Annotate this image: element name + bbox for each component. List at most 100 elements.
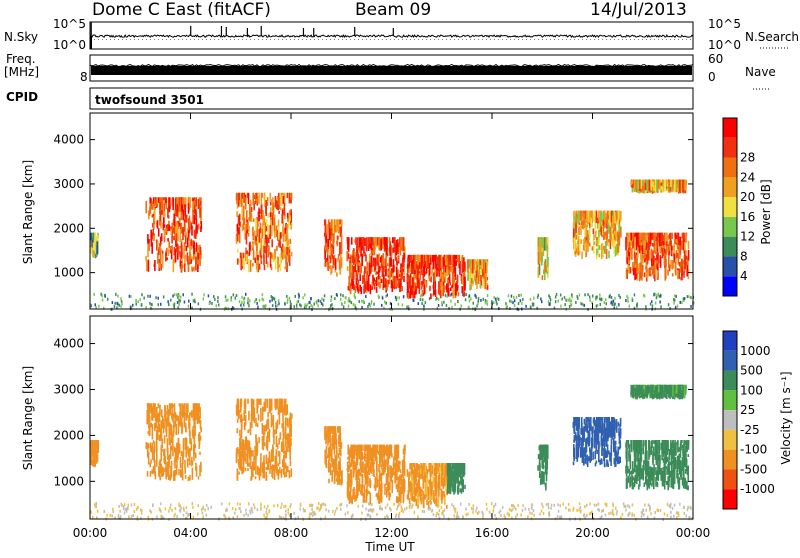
ground-scatter-cell (248, 304, 250, 307)
echo-cell (327, 224, 329, 236)
ground-scatter-cell (625, 509, 627, 512)
ground-scatter-cell (239, 507, 241, 510)
echo-cell (609, 211, 611, 225)
ground-scatter-cell (549, 296, 551, 299)
echo-cell (334, 462, 336, 467)
ground-scatter-cell (445, 294, 447, 297)
ground-scatter-cell (678, 512, 680, 515)
ground-scatter-cell (138, 300, 140, 303)
echo-cell (348, 460, 350, 463)
ground-scatter-cell (311, 304, 313, 307)
echo-cell (642, 258, 644, 264)
echo-cell (408, 293, 410, 299)
echo-cell (458, 292, 460, 297)
ground-scatter-cell (141, 509, 143, 512)
ground-scatter-cell (622, 513, 624, 516)
echo-cell (385, 255, 387, 266)
echo-cell (678, 253, 680, 265)
echo-cell (397, 451, 399, 459)
ground-scatter-cell (167, 300, 169, 303)
echo-cell (396, 484, 398, 489)
echo-cell (665, 259, 667, 267)
echo-cell (192, 221, 194, 224)
echo-cell (480, 283, 482, 287)
ground-scatter-cell (548, 506, 550, 509)
ground-scatter-cell (336, 507, 338, 510)
ground-scatter-cell (518, 294, 520, 297)
echo-cell (394, 445, 396, 457)
echo-cell (417, 255, 419, 265)
echo-cell (424, 286, 426, 294)
echo-cell (633, 268, 635, 275)
echo-cell (164, 212, 166, 216)
ground-scatter-cell (667, 503, 669, 506)
ground-scatter-cell (188, 300, 190, 303)
echo-cell (156, 429, 158, 442)
echo-cell (338, 219, 340, 232)
echo-cell (407, 281, 409, 294)
echo-cell (444, 465, 446, 475)
ground-scatter-cell (530, 305, 532, 308)
ground-scatter-cell (128, 504, 130, 507)
echo-cell (192, 201, 194, 210)
ground-scatter-cell (300, 304, 302, 307)
echo-cell (245, 437, 247, 450)
ground-scatter-cell (163, 295, 165, 298)
ground-scatter-cell (112, 514, 114, 517)
echo-cell (375, 456, 377, 462)
ground-scatter-cell (309, 504, 311, 507)
ground-scatter-cell (203, 293, 205, 296)
ground-scatter-cell (113, 510, 115, 513)
echo-cell (443, 285, 445, 292)
ground-scatter-cell (599, 294, 601, 297)
echo-cell (338, 435, 340, 445)
echo-cell (399, 274, 401, 277)
echo-cell (189, 424, 191, 428)
ground-scatter-cell (117, 303, 119, 306)
ground-scatter-cell (683, 506, 685, 509)
echo-cell (589, 243, 591, 247)
echo-cell (350, 257, 352, 263)
ground-scatter-cell (493, 301, 495, 304)
echo-cell (325, 456, 327, 466)
ground-scatter-cell (636, 305, 638, 308)
echo-cell (353, 269, 355, 274)
ground-scatter-cell (156, 516, 158, 519)
ground-scatter-cell (673, 302, 675, 305)
echo-cell (339, 452, 341, 456)
echo-cell (412, 255, 414, 260)
ground-scatter-cell (589, 299, 591, 302)
ground-scatter-cell (533, 514, 535, 517)
ground-scatter-cell (531, 507, 533, 510)
y-tick-label: 3000 (53, 177, 84, 191)
ground-scatter-cell (627, 504, 629, 507)
echo-cell (270, 193, 272, 202)
echo-cell (380, 257, 382, 263)
ground-scatter-cell (248, 502, 250, 505)
echo-cell (476, 278, 478, 289)
echo-cell (593, 251, 595, 254)
ground-scatter-cell (175, 507, 177, 510)
echo-cell (240, 257, 242, 271)
echo-cell (153, 450, 155, 454)
echo-cell (154, 208, 156, 222)
echo-cell (166, 470, 168, 474)
echo-cell (238, 406, 240, 420)
ground-scatter-cell (549, 513, 551, 516)
ground-scatter-cell (240, 304, 242, 307)
echo-cell (285, 399, 287, 412)
echo-cell (368, 491, 370, 494)
ground-scatter-cell (206, 514, 208, 517)
ground-scatter-cell (420, 294, 422, 297)
ground-scatter-cell (368, 513, 370, 516)
ground-scatter-cell (284, 302, 286, 305)
ground-scatter-cell (615, 507, 617, 510)
ground-scatter-cell (217, 300, 219, 303)
echo-cell (431, 496, 433, 500)
echo-cell (175, 470, 177, 476)
ground-scatter-cell (267, 505, 269, 508)
ground-scatter-cell (438, 513, 440, 516)
echo-cell (195, 403, 197, 415)
ground-scatter-cell (104, 510, 106, 513)
echo-cell (639, 273, 641, 281)
